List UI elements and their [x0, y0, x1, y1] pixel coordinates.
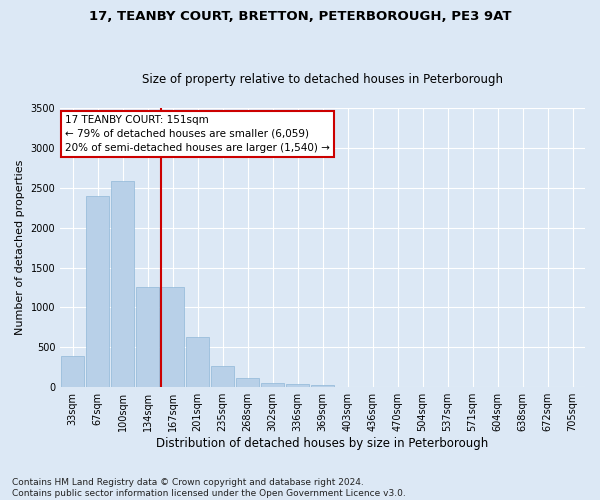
Bar [112, 180, 134, 387]
Text: Contains HM Land Registry data © Crown copyright and database right 2024.
Contai: Contains HM Land Registry data © Crown c… [12, 478, 406, 498]
Bar [187, 337, 209, 387]
Text: 17 TEANBY COURT: 151sqm
← 79% of detached houses are smaller (6,059)
20% of semi: 17 TEANBY COURT: 151sqm ← 79% of detache… [65, 115, 330, 153]
Bar [236, 378, 259, 387]
X-axis label: Distribution of detached houses by size in Peterborough: Distribution of detached houses by size … [157, 437, 489, 450]
Y-axis label: Number of detached properties: Number of detached properties [15, 160, 25, 336]
Text: 17, TEANBY COURT, BRETTON, PETERBOROUGH, PE3 9AT: 17, TEANBY COURT, BRETTON, PETERBOROUGH,… [89, 10, 511, 23]
Bar [311, 385, 334, 387]
Bar [161, 288, 184, 387]
Bar [61, 356, 84, 387]
Bar [262, 383, 284, 387]
Bar [286, 384, 309, 387]
Bar [211, 366, 234, 387]
Title: Size of property relative to detached houses in Peterborough: Size of property relative to detached ho… [142, 73, 503, 86]
Bar [86, 196, 109, 387]
Bar [136, 288, 159, 387]
